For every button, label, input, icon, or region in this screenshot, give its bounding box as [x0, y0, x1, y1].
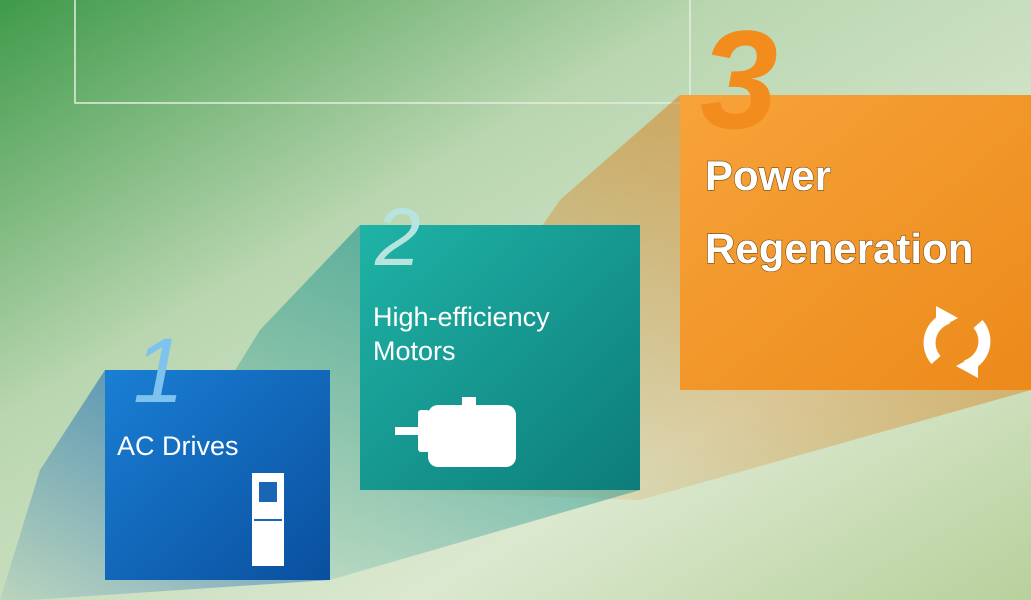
step-number: 3	[700, 1, 778, 158]
step-number: 2	[374, 192, 421, 283]
step-label: High-efficiency	[373, 302, 550, 332]
illustration: 1 AC Drives 2 High-efficiency Motors 3 P…	[0, 0, 1031, 600]
step-label: Power	[705, 152, 831, 199]
step-label: Motors	[373, 336, 456, 366]
step-label: AC Drives	[117, 431, 239, 461]
step-label: Regeneration	[705, 225, 973, 272]
drive-icon	[252, 473, 284, 566]
step-number: 1	[133, 320, 184, 422]
